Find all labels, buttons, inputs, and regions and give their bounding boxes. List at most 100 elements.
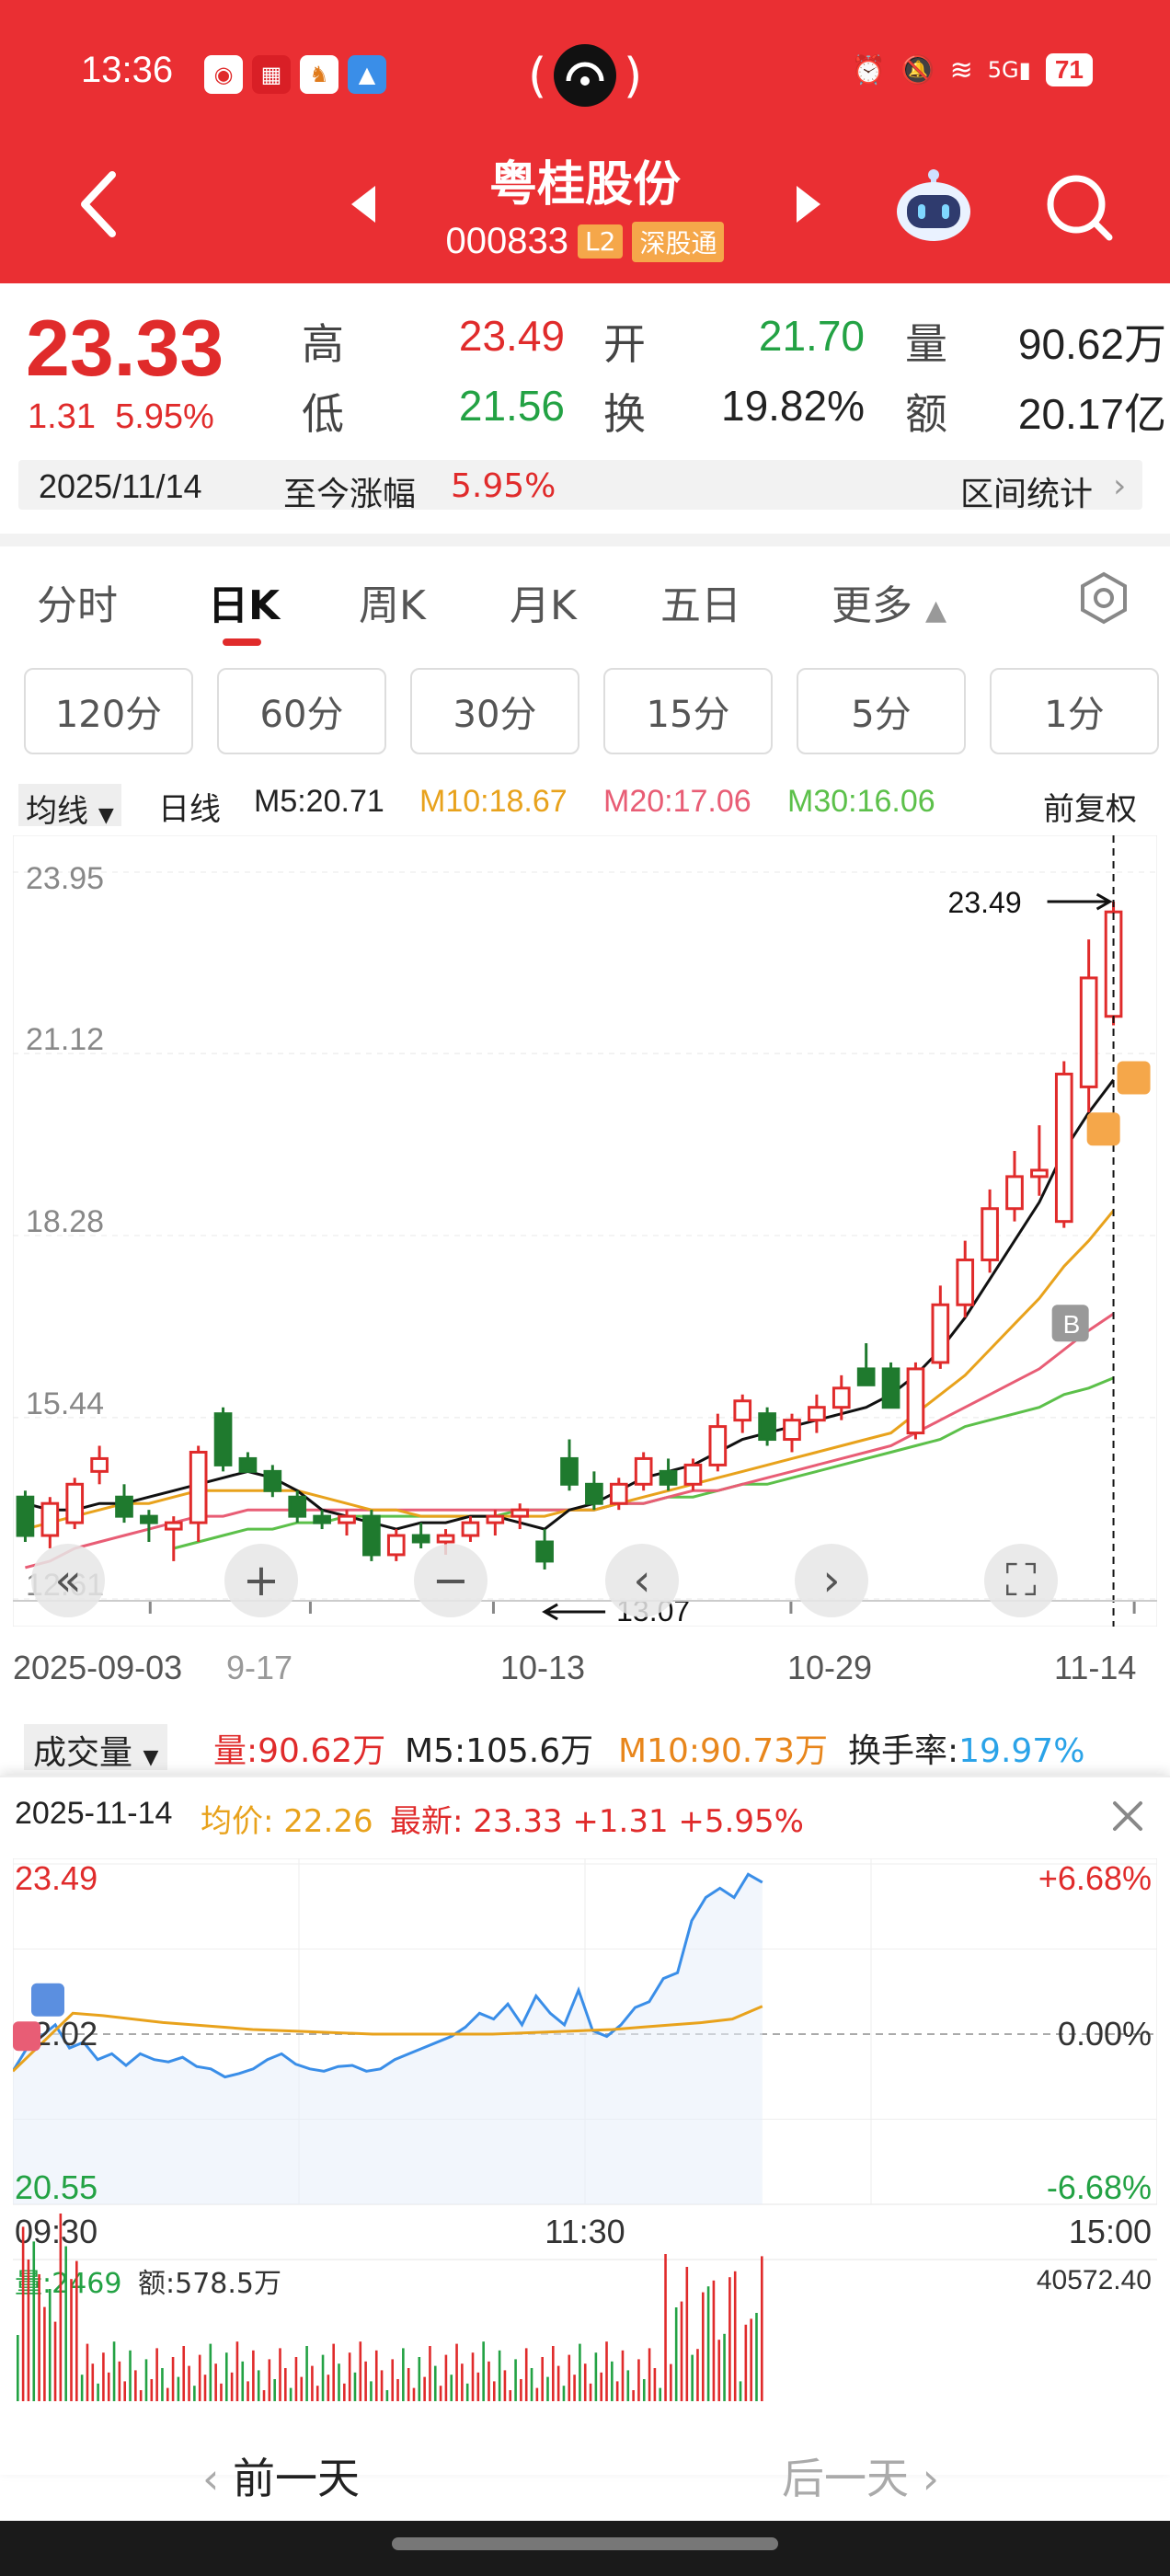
turnover-label: 换	[603, 389, 646, 439]
robot-icon	[897, 169, 970, 241]
y-tick-label: 15.44	[26, 1386, 104, 1421]
period-60min[interactable]: 60分	[217, 668, 386, 754]
candle	[906, 1367, 925, 1435]
volume-bar	[514, 2359, 517, 2401]
prev-day-label: 前一天	[233, 2454, 361, 2503]
volume-bar	[706, 2286, 710, 2401]
next-day-button[interactable]: 后一天 ›	[782, 2445, 939, 2506]
chart-settings-button[interactable]	[1076, 570, 1131, 629]
y-tick-label: 23.95	[26, 861, 104, 896]
volume-bar	[107, 2372, 110, 2401]
volume-bar	[433, 2365, 437, 2401]
candle	[956, 1258, 975, 1306]
tab-weekly-k[interactable]: 周K	[359, 582, 426, 629]
volume-bar	[755, 2313, 758, 2401]
min-arrow	[542, 1603, 606, 1621]
tab-more[interactable]: 更多 ▲	[832, 572, 946, 631]
volume-bar	[492, 2381, 496, 2401]
volume-bar	[43, 2306, 46, 2401]
volume-bar	[696, 2349, 699, 2401]
volume-bar	[144, 2359, 148, 2401]
fullscreen-button[interactable]	[984, 1544, 1058, 1617]
volume-bar	[353, 2372, 357, 2401]
notification-icons: ◉ ▦ ♞ ▲	[204, 55, 386, 94]
active-tab-indicator	[223, 638, 261, 646]
volume-bar	[391, 2359, 395, 2401]
candle	[881, 1367, 900, 1409]
volume-bar	[626, 2370, 630, 2401]
ma-selector[interactable]: 均线 ▼	[18, 784, 121, 830]
volume-bar	[198, 2354, 201, 2401]
chevron-right-button[interactable]	[795, 1544, 868, 1617]
candlestick-chart[interactable]: 23.9521.1218.2815.4412.6123.4913.07B«+−‹…	[13, 835, 1157, 1627]
volume-bar	[171, 2357, 175, 2401]
buy-marker	[1051, 1305, 1089, 1342]
amount-value: 20.17亿	[1017, 390, 1166, 438]
ma10-value: M10:18.67	[419, 784, 568, 819]
adjust-mode[interactable]: 前复权	[1043, 791, 1137, 828]
volume-bar	[556, 2365, 560, 2401]
tab-monthly-k[interactable]: 月K	[510, 582, 577, 629]
low-label: 低	[302, 389, 344, 439]
close-popup-button[interactable]	[1109, 1798, 1146, 1838]
period-5min[interactable]: 5分	[797, 668, 966, 754]
x-tick-label: 09:30	[15, 2213, 98, 2250]
change-value: 1.31	[28, 397, 96, 436]
high-label: 高	[302, 319, 344, 369]
search-button[interactable]	[1043, 171, 1117, 248]
volume-bar	[235, 2341, 239, 2401]
chevron-left-button[interactable]	[605, 1544, 679, 1617]
period-120min[interactable]: 120分	[24, 668, 193, 754]
volume-bar	[552, 2346, 555, 2401]
search-icon	[1047, 175, 1113, 241]
volume-bar	[150, 2379, 154, 2401]
turnover-rate-value: 19.97%	[958, 1732, 1085, 1770]
home-indicator[interactable]	[392, 2537, 778, 2550]
volume-bar	[118, 2361, 121, 2401]
volume-bar	[123, 2381, 127, 2401]
prev-stock-button[interactable]	[348, 184, 379, 228]
volume-bar	[220, 2383, 223, 2401]
period-30min[interactable]: 30分	[410, 668, 579, 754]
connect-badge: 深股通	[632, 221, 725, 262]
price-change: 1.31 5.95%	[28, 397, 214, 437]
volume-bar	[305, 2346, 308, 2401]
volume-bar	[193, 2386, 196, 2401]
volume-bar	[327, 2375, 330, 2401]
chevron-right-icon: ›	[922, 2454, 940, 2503]
l2-badge: L2	[578, 224, 624, 259]
volume-bar	[21, 2226, 25, 2401]
max-arrow	[1047, 892, 1113, 911]
tab-daily-k[interactable]: 日K	[208, 582, 281, 629]
x-tick-label: 11:30	[545, 2213, 625, 2250]
volume-bar	[177, 2376, 180, 2401]
chevron-right-icon: ›	[1113, 467, 1127, 505]
candle	[90, 1456, 109, 1473]
next-stock-button[interactable]	[793, 184, 824, 228]
zoom-out-button[interactable]	[414, 1544, 488, 1617]
volume-bar	[155, 2348, 158, 2401]
double-chevron-left-button[interactable]	[31, 1544, 105, 1617]
volume-bar	[439, 2386, 442, 2401]
candle	[981, 1207, 999, 1261]
volume-bar	[594, 2352, 598, 2401]
volume-bar	[530, 2368, 533, 2401]
x-tick-label: 9-17	[226, 1649, 293, 1686]
robot-assistant-button[interactable]	[892, 166, 975, 252]
zoom-in-button[interactable]	[224, 1544, 298, 1617]
tab-five-day[interactable]: 五日	[660, 582, 741, 629]
volume-indicator-selector[interactable]: 成交量 ▼	[24, 1724, 168, 1772]
prev-day-button[interactable]: ‹ 前一天	[202, 2445, 360, 2506]
candle	[560, 1456, 579, 1486]
amount-label: 额	[905, 389, 947, 439]
period-1min[interactable]: 1分	[990, 668, 1159, 754]
date-range-bar[interactable]: 2025/11/14 至今涨幅 5.95% 区间统计 ›	[18, 460, 1142, 513]
tab-timeshare[interactable]: 分时	[37, 582, 118, 629]
back-button[interactable]	[75, 167, 121, 245]
volume-bar	[476, 2372, 480, 2401]
volume-bar	[311, 2365, 314, 2401]
period-15min[interactable]: 15分	[603, 668, 773, 754]
volume-bar	[498, 2350, 501, 2401]
range-stats-link[interactable]: 区间统计	[960, 476, 1094, 513]
